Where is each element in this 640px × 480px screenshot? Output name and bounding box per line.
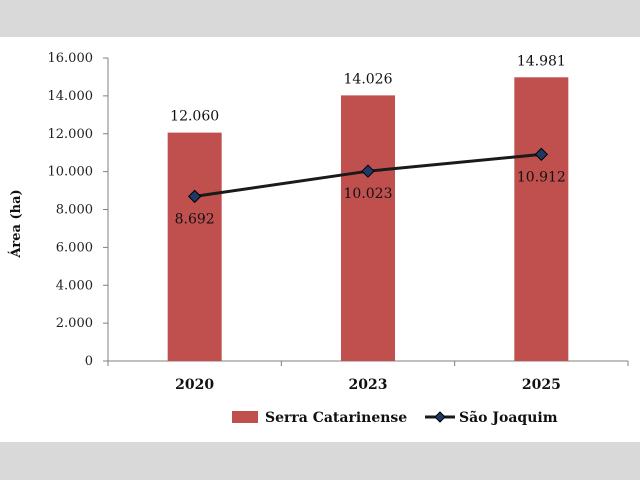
legend-label-serra-catarinense: Serra Catarinense — [265, 410, 407, 426]
x-tick-label: 2023 — [349, 377, 388, 393]
line-data-label: 8.692 — [175, 211, 215, 227]
x-tick-label: 2025 — [522, 377, 561, 393]
y-tick-label: 8.000 — [56, 203, 93, 218]
line-data-label: 10.912 — [517, 169, 566, 185]
line-point-sao-joaquim-2023 — [361, 164, 375, 178]
y-tick-label: 6.000 — [56, 240, 93, 255]
y-tick-label: 0 — [85, 354, 93, 369]
y-tick-label: 14.000 — [48, 89, 94, 104]
y-axis-title: Área (ha) — [8, 189, 24, 258]
line-data-label: 10.023 — [344, 186, 393, 202]
bar-data-label: 12.060 — [170, 109, 219, 125]
x-tick-label: 2020 — [175, 377, 214, 393]
legend-marker-sao-joaquim — [434, 411, 446, 423]
legend-label-sao-joaquim: São Joaquim — [459, 409, 558, 426]
line-point-sao-joaquim-2025 — [534, 147, 549, 162]
bar-data-label: 14.026 — [344, 71, 393, 87]
y-tick-label: 12.000 — [48, 127, 94, 142]
bar-serra-catarinense-2023 — [341, 95, 395, 361]
y-tick-label: 16.000 — [48, 51, 94, 66]
y-tick-label: 4.000 — [56, 278, 93, 293]
y-tick-label: 2.000 — [56, 316, 93, 331]
bar-data-label: 14.981 — [517, 53, 566, 69]
line-point-sao-joaquim-2020 — [187, 189, 202, 204]
y-tick-label: 10.000 — [48, 165, 94, 180]
bar-serra-catarinense-2020 — [167, 132, 222, 361]
bar-serra-catarinense-2025 — [514, 77, 569, 362]
legend-swatch-serra-catarinense — [232, 411, 258, 423]
